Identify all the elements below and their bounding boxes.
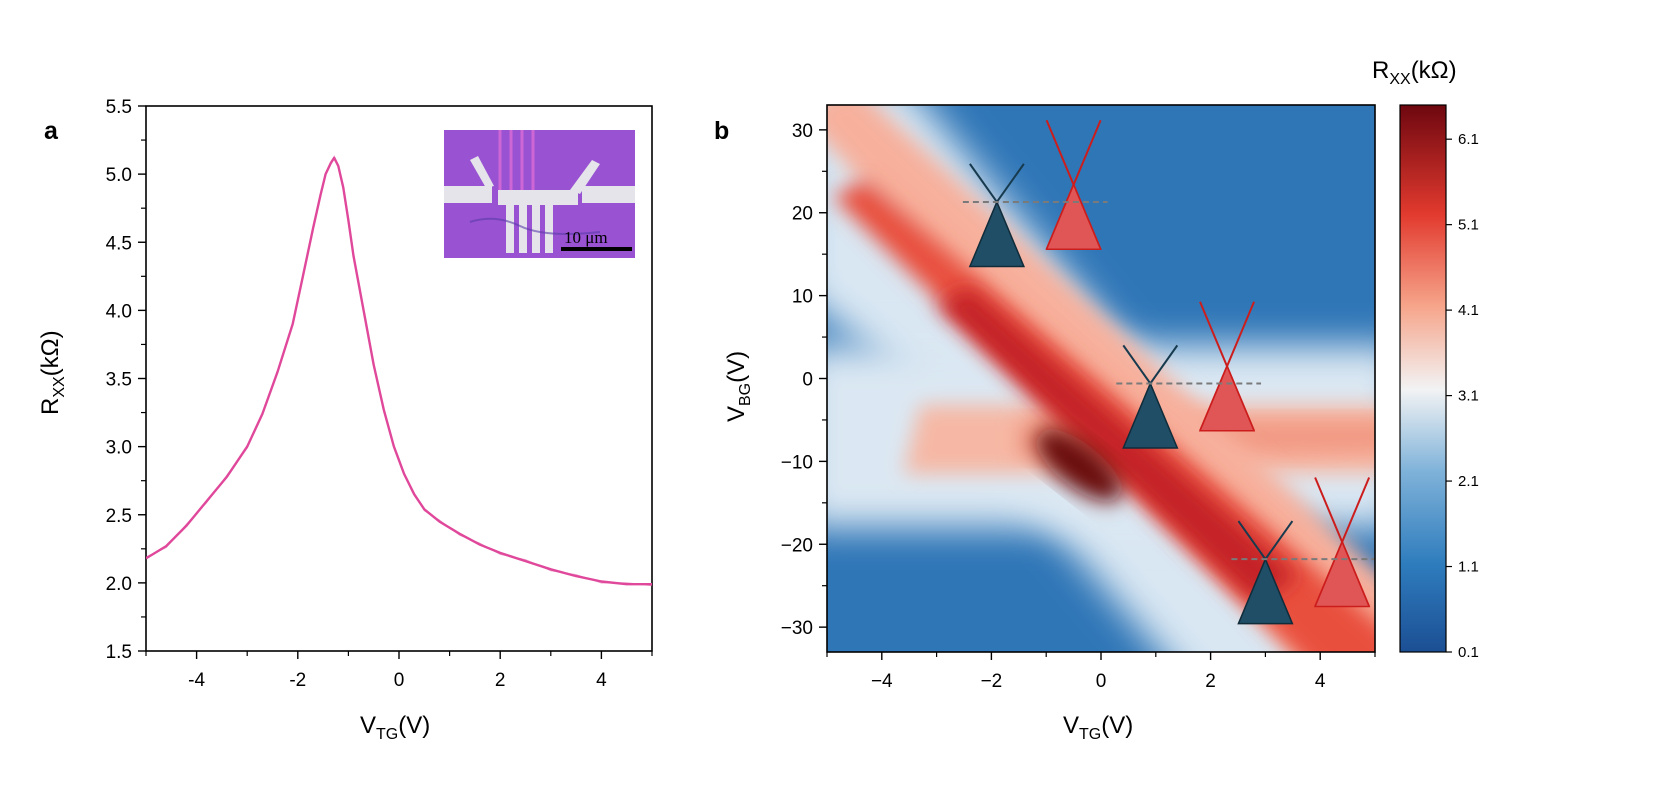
x-tick-label: -4 bbox=[188, 670, 205, 691]
x-tick-label: -2 bbox=[289, 670, 306, 691]
y-tick-label: 1.5 bbox=[106, 642, 132, 663]
colorbar-gradient bbox=[1399, 104, 1447, 653]
y-tick-label: 3.5 bbox=[106, 370, 132, 391]
y-tick-label: 5.0 bbox=[106, 165, 132, 186]
resistance-peak bbox=[1035, 429, 1123, 502]
colorbar-tick-label: 4.1 bbox=[1458, 302, 1479, 319]
y-tick-label: 0 bbox=[802, 370, 813, 391]
y-tick-label: 30 bbox=[792, 121, 813, 142]
colorbar-tick-label: 0.1 bbox=[1458, 644, 1479, 661]
panel-b-x-ticks: −4 −2 0 2 4 bbox=[826, 652, 1376, 692]
x-tick-label: 2 bbox=[1205, 671, 1216, 692]
dark-cone-lower bbox=[968, 200, 1026, 268]
colorbar-tick-label: 1.1 bbox=[1458, 559, 1479, 576]
panel-b-letter: b bbox=[714, 117, 729, 145]
y-tick-label: 20 bbox=[792, 204, 813, 225]
dark-cone-upper-left bbox=[1237, 520, 1267, 560]
panel-a-letter: a bbox=[44, 117, 59, 145]
y-tick-label: −10 bbox=[781, 452, 813, 473]
scale-bar bbox=[561, 247, 632, 251]
x-tick-label: 4 bbox=[596, 670, 607, 691]
x-tick-label: −2 bbox=[981, 671, 1003, 692]
y-tick-label: 4.0 bbox=[106, 301, 132, 322]
panel-b-x-axis-title: VTG(V) bbox=[1063, 712, 1133, 743]
y-tick-label: 10 bbox=[792, 287, 813, 308]
x-tick-label: −4 bbox=[871, 671, 893, 692]
diagonal-ridge-core bbox=[936, 287, 1299, 603]
y-tick-label: 5.5 bbox=[106, 97, 132, 118]
dark-cone-upper-right bbox=[1264, 520, 1294, 560]
x-tick-label: 2 bbox=[495, 670, 506, 691]
red-cone-lower bbox=[1045, 182, 1102, 251]
y-tick-label: −20 bbox=[781, 535, 813, 556]
dark-cone-upper-right bbox=[1149, 344, 1179, 385]
red-cone-lower bbox=[1198, 364, 1256, 432]
y-tick-label: 4.5 bbox=[106, 233, 132, 254]
scale-bar-label: 10 μm bbox=[564, 228, 608, 247]
colorbar-title: RXX(kΩ) bbox=[1372, 57, 1457, 88]
colorbar: 0.1 1.1 2.1 3.1 4.1 5.1 6.1 RXX(kΩ) bbox=[1372, 57, 1479, 661]
colorbar-tick-label: 3.1 bbox=[1458, 388, 1479, 405]
x-tick-label: 0 bbox=[1096, 671, 1107, 692]
dirac-cones bbox=[962, 119, 1375, 625]
red-cone-lower bbox=[1313, 540, 1371, 608]
dark-cone-upper-right bbox=[996, 163, 1025, 203]
y-tick-label: 2.0 bbox=[106, 574, 132, 595]
dark-cone-upper-left bbox=[1122, 344, 1152, 385]
panel-a-y-ticks: 1.5 2.0 2.5 3.0 3.5 4.0 4.5 5.0 5.5 bbox=[106, 97, 146, 663]
colorbar-tick-label: 5.1 bbox=[1458, 217, 1479, 234]
panel-b-y-ticks: −30 −20 −10 0 10 20 30 bbox=[781, 121, 827, 639]
panel-a-x-ticks: -4 -2 0 2 4 bbox=[145, 651, 653, 691]
colorbar-tick-label: 6.1 bbox=[1458, 131, 1479, 148]
rxx-curve-noise bbox=[146, 154, 652, 587]
y-tick-label: 3.0 bbox=[106, 438, 132, 459]
dark-cone-lower bbox=[1122, 381, 1179, 449]
device-micrograph-inset: 10 μm bbox=[444, 130, 635, 258]
inset-gate-lines bbox=[498, 130, 535, 190]
colorbar-tick-label: 2.1 bbox=[1458, 473, 1479, 490]
panel-b-y-axis-title: VBG(V) bbox=[723, 351, 754, 422]
y-tick-label: −30 bbox=[781, 618, 813, 639]
dark-cone-upper-left bbox=[969, 163, 998, 203]
x-tick-label: 0 bbox=[394, 670, 405, 691]
colorbar-ticks: 0.1 1.1 2.1 3.1 4.1 5.1 6.1 bbox=[1446, 131, 1479, 661]
y-tick-label: 2.5 bbox=[106, 506, 132, 527]
x-tick-label: 4 bbox=[1315, 671, 1326, 692]
inset-flake-edge bbox=[469, 217, 601, 235]
panel-a: a -4 -2 0 2 4 1.5 2.0 2.5 3.0 3.5 4.0 4.5 5.0 5.5 bbox=[37, 97, 653, 743]
panel-a-y-axis-title: RXX(kΩ) bbox=[37, 330, 68, 415]
dark-cone-lower bbox=[1237, 557, 1294, 625]
panel-a-x-axis-title: VTG(V) bbox=[360, 712, 430, 743]
heatmap bbox=[827, 105, 1375, 652]
